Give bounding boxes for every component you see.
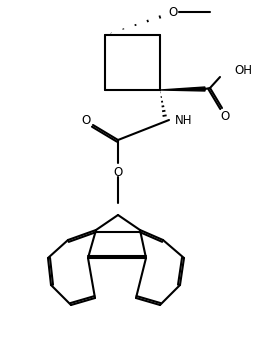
Text: O: O [81, 114, 91, 127]
Text: NH: NH [175, 113, 192, 127]
Text: O: O [168, 6, 178, 18]
Text: O: O [113, 166, 123, 179]
Text: O: O [220, 110, 230, 122]
Text: OH: OH [234, 63, 252, 77]
Polygon shape [160, 87, 205, 91]
